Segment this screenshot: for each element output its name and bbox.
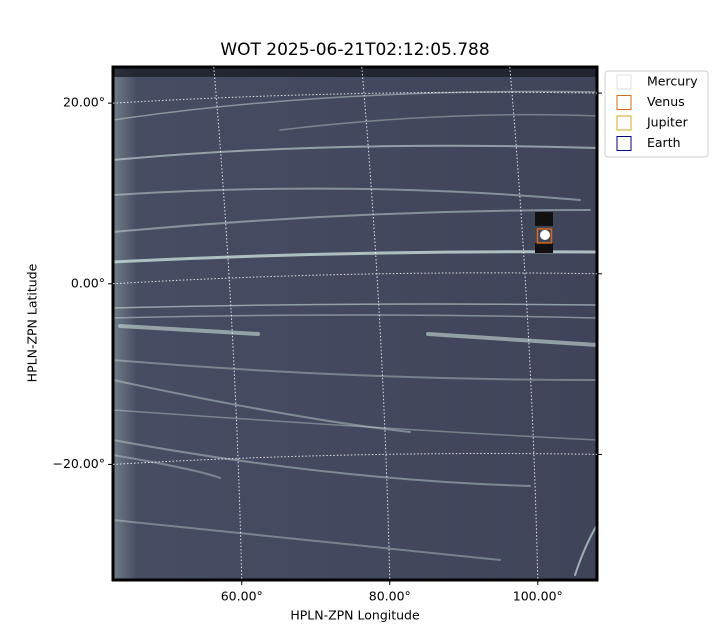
legend-label: Venus bbox=[647, 94, 685, 109]
y-tick-label: −20.00° bbox=[52, 456, 105, 471]
grid-line bbox=[112, 91, 598, 104]
legend-swatch bbox=[616, 136, 632, 151]
legend-swatch bbox=[616, 95, 632, 110]
chart-title: WOT 2025-06-21T02:12:05.788 bbox=[220, 40, 489, 60]
y-axis-label: HPLN-ZPN Latitude bbox=[25, 263, 40, 382]
planet-marker bbox=[536, 228, 553, 244]
legend-label: Earth bbox=[647, 135, 681, 150]
legend-swatch bbox=[616, 115, 632, 131]
legend-label: Mercury bbox=[647, 74, 698, 89]
grid-line bbox=[112, 272, 598, 285]
image bbox=[113, 67, 597, 580]
y-tick-label: 20.00° bbox=[63, 95, 105, 110]
x-axis-label: HPLN-ZPN Longitude bbox=[290, 608, 420, 623]
x-tick-label: 80.00° bbox=[369, 589, 411, 604]
legend-swatch bbox=[616, 74, 632, 90]
grid-line bbox=[213, 66, 243, 581]
y-tick-label: 0.00° bbox=[71, 275, 105, 290]
plot-frame bbox=[111, 65, 599, 582]
legend: Mercury Venus Jupiter Earth bbox=[604, 70, 709, 158]
grid-line bbox=[509, 66, 539, 581]
legend-label: Jupiter bbox=[646, 115, 689, 130]
x-tick-label: 100.00° bbox=[513, 589, 563, 604]
x-tick-label: 60.00° bbox=[221, 589, 263, 604]
grid-line bbox=[361, 66, 391, 581]
grid-line bbox=[112, 453, 598, 465]
